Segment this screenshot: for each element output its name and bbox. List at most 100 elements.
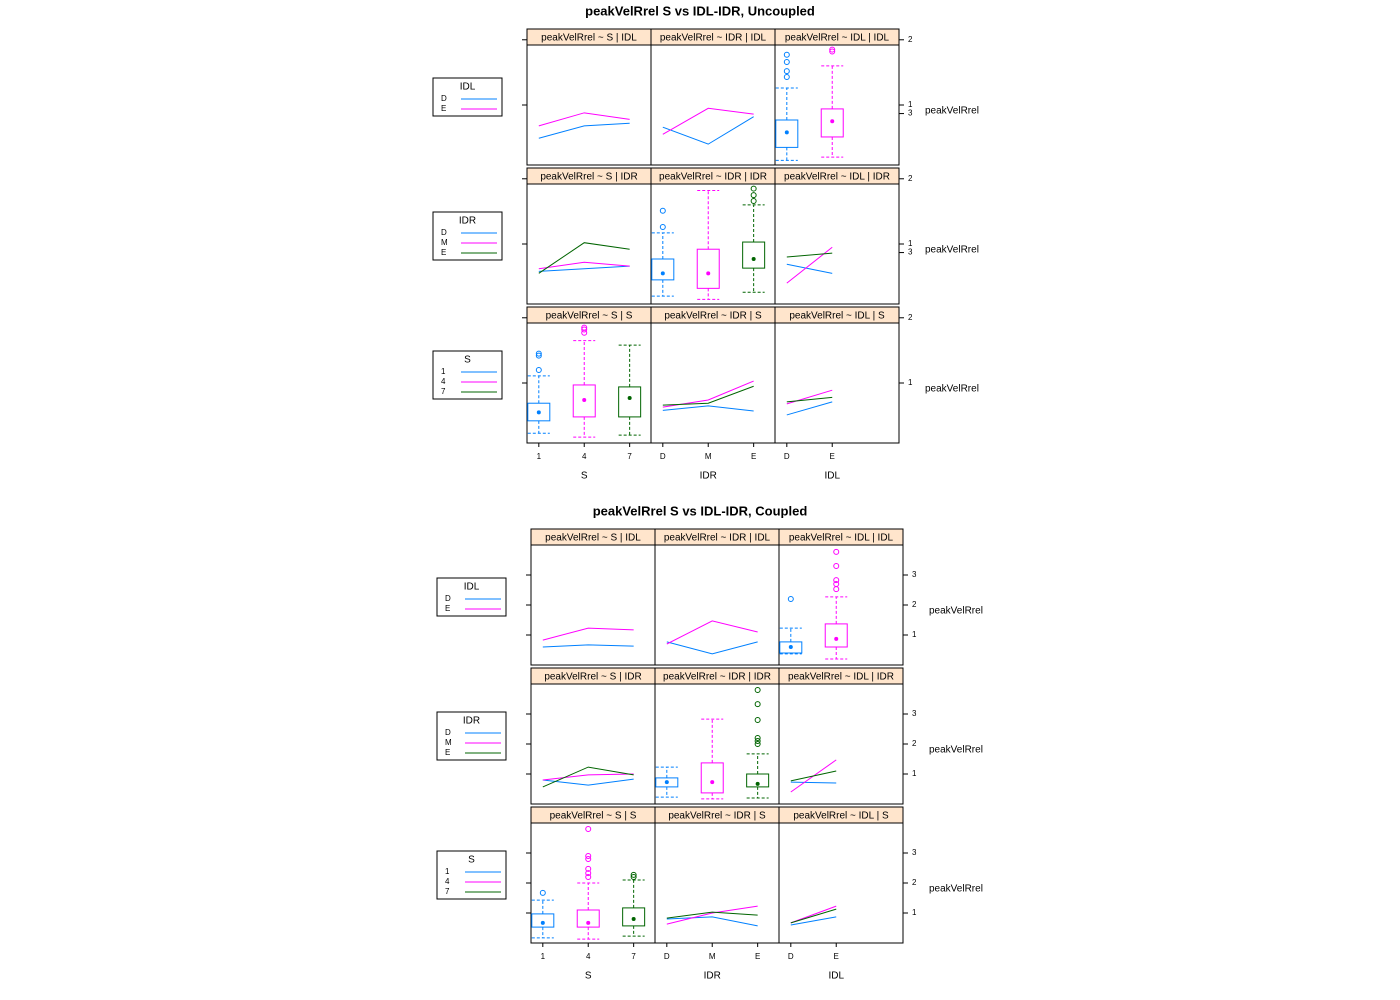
series-line — [538, 122, 630, 139]
outlier — [585, 865, 592, 872]
legend-label: 1 — [441, 367, 446, 376]
x-tick-label: M — [709, 952, 716, 961]
series-line — [542, 766, 634, 788]
strip-label: peakVelRrel ~ IDL | S — [793, 811, 889, 822]
series-line — [662, 405, 754, 412]
y-tick-label: 2 — [908, 174, 913, 183]
x-tick-label: 4 — [582, 452, 587, 461]
legend-title: IDR — [459, 216, 476, 227]
strip-label: peakVelRrel ~ IDR | S — [664, 311, 762, 322]
y-tick-label: 2 — [912, 878, 917, 887]
legend-title: S — [464, 355, 471, 366]
outlier — [829, 48, 836, 55]
strip-label: peakVelRrel ~ IDL | S — [789, 311, 885, 322]
series-line — [790, 908, 837, 924]
outlier — [783, 73, 790, 80]
legend-label: M — [441, 238, 448, 247]
outlier — [783, 68, 790, 75]
row-axis-label: peakVelRrel — [929, 745, 983, 756]
series-line — [662, 107, 754, 135]
y2-tick-label: 3 — [908, 109, 913, 118]
legend-title: IDL — [464, 582, 480, 593]
series-line — [786, 263, 833, 274]
panel — [526, 183, 652, 305]
y-tick-label: 3 — [912, 709, 917, 718]
legend-title: IDR — [463, 716, 480, 727]
outlier — [754, 687, 761, 693]
box — [696, 248, 720, 289]
median-dot — [751, 257, 756, 261]
chart-title: peakVelRrel S vs IDL-IDR, Uncoupled — [585, 3, 815, 18]
median-dot — [834, 636, 839, 641]
strip-label: peakVelRrel ~ IDL | IDL — [785, 33, 890, 44]
legend-box — [432, 211, 503, 261]
x-tick-label: 7 — [627, 452, 632, 461]
series-line — [542, 773, 634, 781]
panel — [774, 44, 900, 166]
y-tick-label: 1 — [908, 239, 913, 248]
legend-label: E — [441, 104, 446, 113]
legend-box — [432, 350, 503, 400]
panel — [526, 44, 652, 166]
box — [618, 386, 642, 418]
y-tick-label: 3 — [912, 848, 917, 857]
legend-label: D — [445, 594, 451, 603]
x-tick-label: D — [660, 452, 666, 461]
series-line — [790, 916, 837, 926]
y-tick-label: 2 — [908, 313, 913, 322]
x-tick-label: 7 — [631, 952, 636, 961]
strip-label: peakVelRrel ~ S | IDR — [540, 172, 637, 183]
median-dot — [540, 920, 545, 925]
y-tick-label: 1 — [912, 769, 917, 778]
x-tick-label: 1 — [537, 452, 542, 461]
strip-label: peakVelRrel ~ IDR | IDR — [663, 672, 771, 683]
outlier — [630, 874, 637, 880]
median-dot — [536, 410, 541, 415]
x-tick-label: 1 — [541, 952, 546, 961]
series-line — [666, 905, 758, 925]
series-line — [662, 116, 754, 145]
median-dot — [710, 780, 715, 785]
box — [576, 909, 600, 928]
legend-label: M — [445, 738, 452, 747]
outlier — [750, 192, 757, 199]
series-line — [786, 246, 833, 284]
x-axis-title: IDR — [704, 971, 721, 982]
strip-label: peakVelRrel ~ S | IDL — [541, 33, 637, 44]
series-line — [538, 112, 630, 127]
strip-label: peakVelRrel ~ IDL | IDL — [789, 533, 894, 544]
box — [746, 773, 770, 788]
strip-label: peakVelRrel ~ S | IDL — [545, 533, 641, 544]
series-line — [786, 252, 833, 258]
outlier — [754, 738, 761, 744]
strip-label: peakVelRrel ~ IDL | IDR — [784, 172, 890, 183]
legend-label: 7 — [445, 887, 450, 896]
x-tick-label: 4 — [586, 952, 591, 961]
strip-label: peakVelRrel ~ IDR | IDL — [664, 533, 771, 544]
x-axis-title: S — [585, 971, 592, 982]
outlier — [539, 889, 546, 896]
median-dot — [706, 271, 711, 276]
outlier — [659, 207, 666, 214]
y2-tick-label: 3 — [908, 248, 913, 257]
x-tick-label: D — [788, 952, 794, 961]
box — [779, 641, 803, 654]
legend-label: E — [445, 748, 450, 757]
outlier — [754, 735, 761, 741]
legend-title: IDL — [460, 82, 476, 93]
outlier — [833, 548, 840, 555]
median-dot — [755, 781, 760, 786]
outlier — [833, 563, 840, 569]
x-axis-title: IDL — [828, 971, 844, 982]
outlier — [829, 46, 836, 53]
series-line — [538, 242, 630, 274]
panel — [654, 544, 780, 666]
legend-label: 7 — [441, 387, 446, 396]
outlier — [585, 870, 592, 877]
panel — [778, 683, 904, 805]
chart-title: peakVelRrel S vs IDL-IDR, Coupled — [593, 503, 808, 518]
y-tick-label: 2 — [912, 600, 917, 609]
legend-box — [436, 577, 507, 617]
series-line — [538, 261, 630, 270]
median-dot — [788, 645, 793, 649]
